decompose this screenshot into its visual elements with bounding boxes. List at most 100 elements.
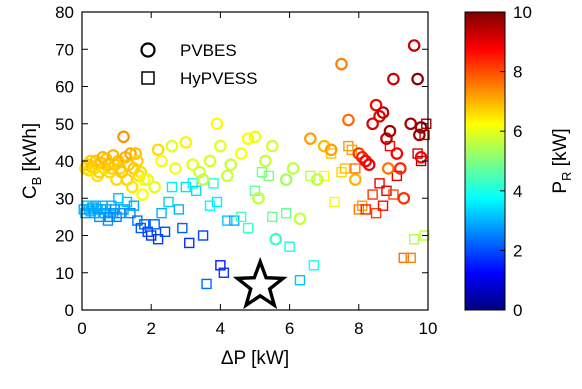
hypvess-point	[149, 219, 160, 230]
hypvess-point	[222, 215, 233, 226]
hypvess-point	[163, 196, 174, 208]
hypvess-point	[329, 196, 340, 208]
pvbes-point	[117, 130, 130, 144]
hypvess-point	[166, 181, 178, 193]
y-tick-label: 50	[55, 115, 74, 134]
hypvess-point	[118, 204, 129, 215]
hypvess-point	[308, 260, 320, 271]
pvbes-point	[265, 139, 279, 153]
colorbar-tick-label: 8	[513, 63, 522, 82]
colorbar-label: PR [kW]	[550, 128, 574, 193]
pvbes-point	[134, 165, 148, 179]
y-axis: 0 10 20 30 40 50 60 70 80	[55, 3, 428, 320]
legend-square-marker	[141, 71, 155, 85]
hypvess-point	[215, 260, 226, 271]
pvbes-point	[99, 152, 113, 166]
pvbes-point	[359, 154, 373, 168]
hypvess-point	[398, 252, 409, 264]
hypvess-point	[229, 215, 240, 226]
hypvess-point	[204, 200, 216, 211]
pvbes-point	[221, 169, 234, 183]
hypvess-point	[280, 207, 292, 219]
colorbar-tick-label: 10	[513, 3, 532, 22]
hypvess-point	[177, 222, 188, 234]
x-tick-label: 6	[285, 319, 294, 338]
colorbar-tick-label: 4	[513, 182, 522, 201]
pvbes-point	[414, 150, 428, 164]
hypvess-point	[121, 196, 133, 208]
pvbes-point	[411, 72, 424, 86]
pvbes-point	[224, 158, 238, 172]
pvbes-point	[248, 130, 262, 144]
pvbes-point	[394, 162, 407, 175]
y-axis-label: CB [kWh]	[20, 123, 44, 199]
hypvess-point	[370, 207, 382, 219]
pvbes-point	[151, 143, 165, 157]
x-tick-label: 4	[216, 319, 225, 338]
pvbes-point	[373, 110, 386, 123]
pvbes-point	[101, 158, 115, 172]
legend-label-hypvess: HyPVESS	[180, 69, 257, 88]
pvbes-point	[383, 124, 397, 138]
y-tick-label: 10	[55, 264, 74, 283]
colorbar	[464, 11, 506, 311]
pvbes-point	[141, 173, 155, 186]
hypvess-point	[353, 204, 364, 215]
hypvess-point	[218, 267, 230, 278]
x-axis: 0 2 4 6 8 10	[77, 12, 437, 338]
hypvess-point	[135, 222, 147, 234]
pvbes-point	[376, 106, 390, 119]
colorbar-tick-label: 0	[513, 301, 522, 320]
pvbes-point	[124, 147, 137, 160]
hypvess-point	[242, 222, 254, 234]
hypvess-point	[235, 211, 247, 223]
pvbes-point	[335, 57, 348, 71]
pvbes-point	[165, 139, 179, 153]
legend-label-pvbes: PVBES	[180, 41, 237, 60]
hypvess-point	[412, 148, 423, 159]
x-tick-label: 10	[419, 319, 438, 338]
hypvess-point	[111, 211, 122, 223]
hypvess-point	[211, 196, 223, 208]
pvbes-point	[155, 154, 168, 168]
pvbes-point	[369, 98, 383, 112]
y-tick-label: 40	[55, 152, 74, 171]
hypvess-point	[128, 200, 140, 211]
hypvess-point	[405, 252, 416, 264]
colorbar-ticks: 0 2 4 6 8 10	[500, 3, 532, 320]
hypvess-point	[159, 226, 171, 237]
pvbes-point	[196, 173, 210, 186]
pvbes-point	[407, 39, 421, 52]
data-marks	[78, 39, 432, 310]
hypvess-point	[336, 166, 347, 178]
y-tick-label: 20	[55, 227, 74, 246]
pvbes-point	[259, 154, 272, 168]
hypvess-point	[374, 178, 385, 189]
hypvess-point	[350, 163, 361, 174]
plot-frame	[81, 11, 429, 311]
hypvess-point	[132, 215, 143, 226]
colorbar-tick-label: 6	[513, 122, 522, 141]
hypvess-point	[339, 163, 351, 174]
legend: PVBES HyPVESS	[140, 41, 257, 88]
hypvess-point	[107, 207, 119, 219]
pvbes-point	[413, 128, 426, 142]
hypvess-point	[114, 207, 126, 219]
hypvess-point	[180, 181, 192, 193]
hypvess-point	[357, 200, 368, 211]
hypvess-point	[294, 275, 306, 286]
pvbes-point	[112, 154, 125, 168]
pvbes-point	[352, 147, 366, 160]
pvbes-point	[131, 154, 144, 168]
pvbes-point	[387, 72, 400, 86]
hypvess-point	[201, 278, 212, 290]
pvbes-point	[129, 147, 142, 160]
hypvess-point	[152, 234, 164, 245]
pvbes-point	[210, 117, 224, 131]
hypvess-point	[256, 166, 268, 178]
x-tick-label: 8	[354, 319, 363, 338]
hypvess-point	[190, 185, 202, 197]
pvbes-point	[304, 132, 317, 145]
hypvess-point	[187, 178, 198, 189]
